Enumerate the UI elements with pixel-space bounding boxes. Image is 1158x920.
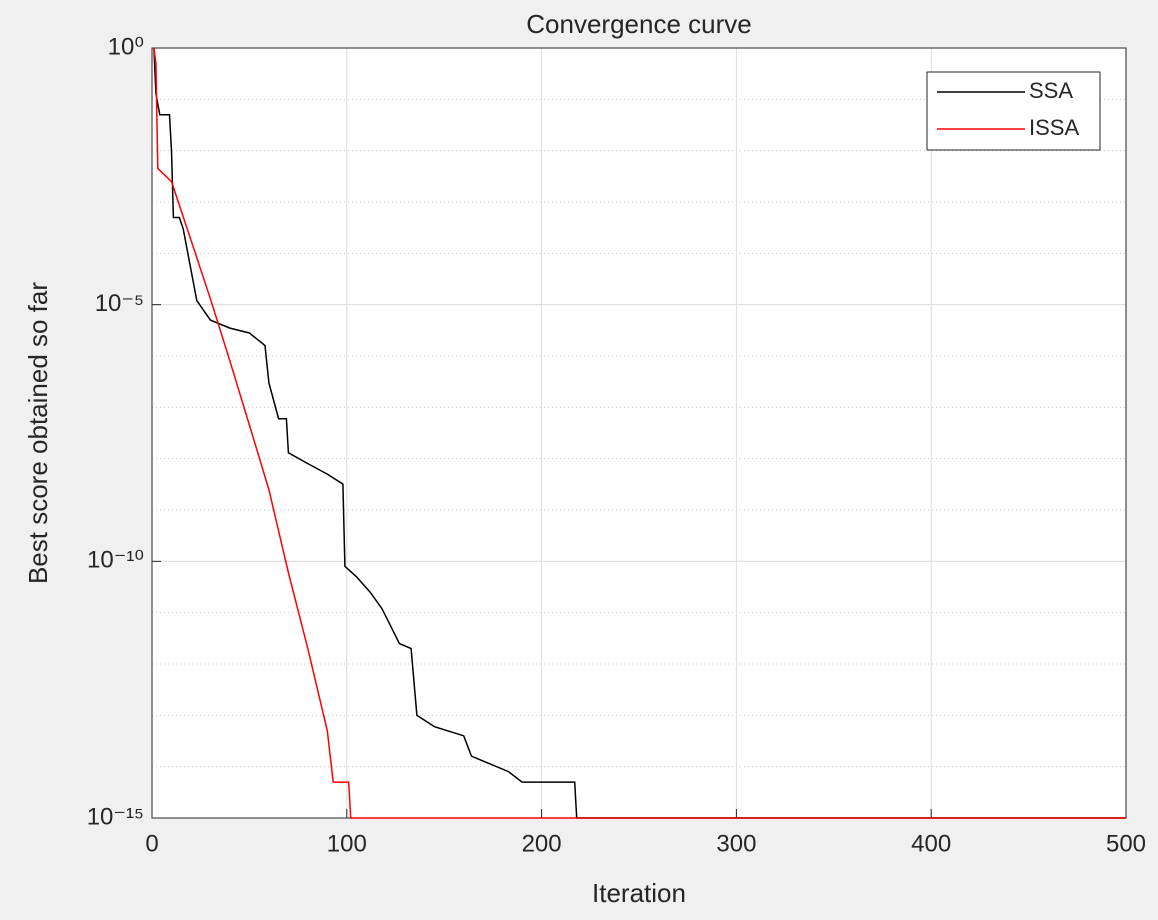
x-tick-label: 0: [145, 830, 158, 857]
series-line: [153, 47, 1126, 819]
chart-title: Convergence curve: [526, 9, 751, 39]
y-tick-label: 10⁻¹⁰: [87, 547, 144, 574]
x-axis-label: Iteration: [592, 878, 686, 908]
x-tick-label: 200: [522, 830, 562, 857]
y-tick-label: 10⁻⁵: [95, 290, 144, 317]
legend-label: SSA: [1029, 78, 1073, 103]
legend-label: ISSA: [1029, 115, 1079, 140]
legend-box: [926, 71, 1101, 151]
y-tick-label: 10⁰: [108, 33, 144, 60]
y-axis-label: Best score obtained so far: [23, 282, 53, 584]
x-tick-label: 500: [1106, 830, 1146, 857]
x-tick-label: 300: [716, 830, 756, 857]
x-tick-label: 400: [911, 830, 951, 857]
series-line: [153, 47, 1126, 819]
y-tick-label: 10⁻¹⁵: [87, 803, 144, 830]
plot-area: [152, 48, 1126, 818]
x-tick-label: 100: [327, 830, 367, 857]
